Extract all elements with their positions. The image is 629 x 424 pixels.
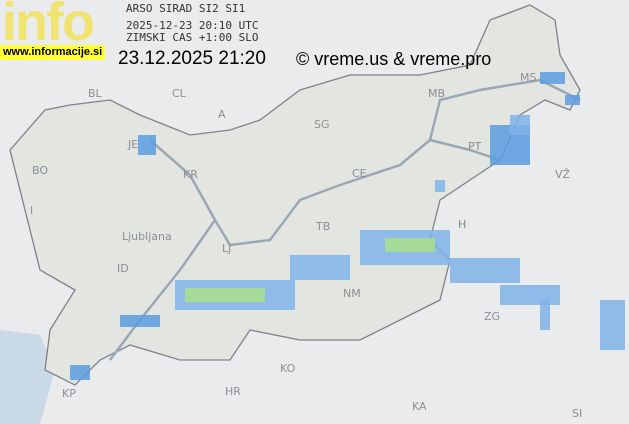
map-label: MB: [428, 87, 445, 100]
radar-echo: [185, 288, 265, 302]
map-label: MS: [520, 71, 536, 84]
radar-echo: [290, 255, 350, 280]
radar-echo: [540, 72, 565, 84]
map-label: CL: [172, 87, 187, 100]
local-time: 23.12.2025 21:20: [118, 48, 266, 69]
map-label: BL: [88, 87, 103, 100]
logo-url[interactable]: www.informacije.si: [0, 45, 106, 60]
timezone: ZIMSKI CAS +1:00 SLO: [126, 31, 259, 44]
map-label: NM: [343, 287, 361, 300]
utc-time: 2025-12-23 20:10 UTC: [126, 19, 259, 32]
slovenia-outline: [9, 4, 581, 386]
radar-source: ARSO SIRAD SI2 SI1: [126, 2, 246, 15]
map-label: CE: [352, 167, 367, 180]
radar-echoes: [70, 72, 625, 380]
map-label: PT: [468, 140, 482, 153]
map-label: KO: [280, 362, 296, 375]
sea: [0, 330, 55, 424]
map-label: ID: [117, 262, 129, 275]
radar-echo: [435, 180, 445, 192]
radar-echo: [138, 135, 156, 155]
radar-info-header: ARSO SIRAD SI2 SI1 2025-12-23 20:10 UTC …: [120, 0, 275, 46]
map-label: BO: [32, 164, 48, 177]
map-label: KR: [183, 168, 198, 181]
logo-text: info: [2, 0, 93, 44]
radar-echo: [500, 285, 560, 305]
map-labels: BL CL A JE BO KR I LJ ID MB MS H SG PT CE TB VŽ NM KO KP ZG H…: [30, 71, 582, 420]
map-label: A: [218, 108, 226, 121]
radar-echo: [510, 115, 530, 135]
radar-echo: [70, 365, 90, 380]
map-label: SG: [314, 118, 330, 131]
map-label: H: [458, 218, 466, 231]
radar-echo: [540, 300, 550, 330]
radar-echo: [600, 300, 625, 350]
map-label: TB: [315, 220, 330, 233]
map-label: JE: [127, 138, 138, 151]
map-label: KA: [412, 400, 427, 413]
map-label: HR: [225, 385, 241, 398]
map-label: ZG: [484, 310, 500, 323]
map-label: VŽ: [555, 168, 571, 181]
map-label: I: [30, 204, 33, 217]
copyright: © vreme.us & vreme.pro: [296, 49, 492, 69]
map-label: LJ: [222, 242, 231, 255]
radar-echo: [120, 315, 160, 327]
radar-echo: [565, 95, 580, 105]
logo: info www.informacije.si: [0, 0, 120, 60]
map-label: KP: [62, 387, 76, 400]
radar-echo: [385, 238, 435, 252]
map-label: SI: [572, 407, 582, 420]
map-label: Ljubljana: [122, 230, 172, 243]
radar-echo: [450, 258, 520, 283]
